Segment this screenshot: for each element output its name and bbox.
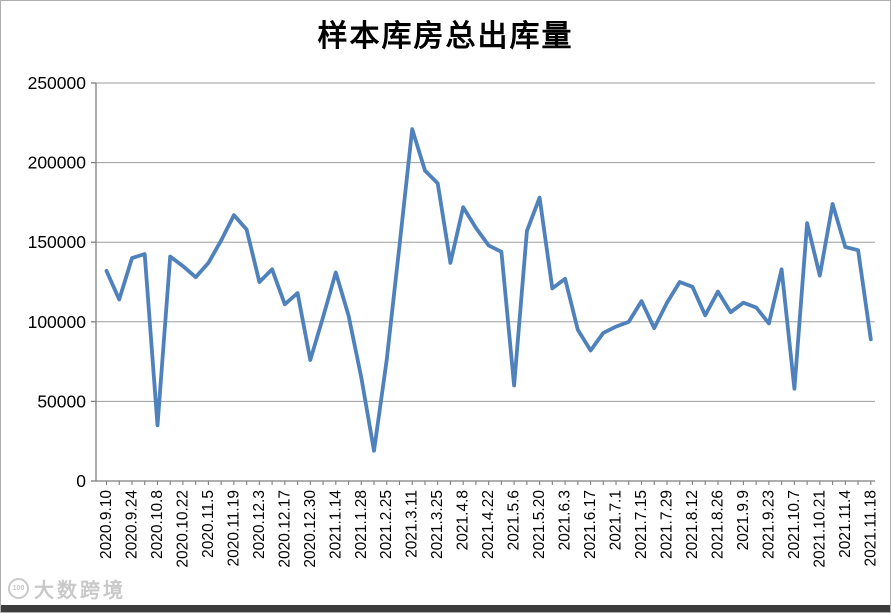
y-tick-label: 100000 — [28, 312, 87, 332]
axes — [95, 83, 875, 482]
x-tick-label: 2021.6.17 — [582, 490, 599, 559]
x-tick-label: 2021.3.11 — [404, 490, 421, 558]
x-tick-label: 2020.10.8 — [149, 490, 166, 559]
x-tick-label: 2021.7.1 — [608, 490, 625, 550]
y-tick-label: 200000 — [28, 153, 87, 173]
y-tick-label: 0 — [76, 471, 86, 491]
y-tick-label: 150000 — [28, 232, 87, 252]
x-tick-label: 2021.7.29 — [658, 490, 675, 559]
x-tick-label: 2021.8.12 — [684, 490, 701, 559]
x-tick-label: 2020.12.17 — [276, 490, 293, 568]
x-tick-label: 2021.11.4 — [837, 490, 854, 558]
x-tick-label: 2021.8.26 — [709, 490, 726, 559]
x-tick-label: 2020.10.22 — [174, 490, 191, 568]
y-tick-label: 50000 — [37, 391, 86, 411]
x-tick-label: 2020.12.30 — [302, 490, 319, 568]
x-tick-label: 2020.9.10 — [98, 490, 115, 559]
x-tick-label: 2021.2.25 — [378, 490, 395, 559]
x-tick-label: 2021.9.9 — [735, 490, 752, 550]
watermark: 100 大数跨境 — [8, 574, 126, 603]
x-tick-label: 2020.11.19 — [225, 490, 242, 566]
x-tick-label: 2021.4.8 — [455, 490, 472, 550]
x-tick-label: 2021.1.14 — [327, 490, 344, 559]
watermark-text: 大数跨境 — [34, 580, 126, 602]
x-axis-labels: 2020.9.10 2020.9.24 2020.10.8 2020.10.22 202… — [98, 481, 879, 568]
x-tick-label: 2020.12.3 — [251, 490, 268, 559]
y-axis-labels: 0 50000 100000 150000 200000 250000 — [28, 73, 96, 491]
x-tick-label: 2021.10.21 — [811, 490, 828, 568]
watermark-logo-icon: 100 — [8, 578, 29, 599]
x-tick-label: 2021.4.22 — [480, 490, 497, 559]
x-tick-label: 2021.11.18 — [862, 490, 879, 566]
chart-title: 样本库房总出库量 — [317, 20, 574, 53]
x-tick-label: 2020.11.5 — [200, 490, 217, 558]
x-tick-label: 2020.9.24 — [123, 490, 140, 559]
x-tick-label: 2021.5.20 — [531, 490, 548, 559]
series-line — [104, 127, 873, 453]
x-tick-label: 2021.1.28 — [353, 490, 370, 559]
y-tick-label: 250000 — [28, 73, 87, 93]
x-tick-label: 2021.7.15 — [633, 490, 650, 559]
x-tick-label: 2021.3.25 — [429, 490, 446, 559]
bottom-bar — [1, 605, 890, 612]
x-tick-label: 2021.6.3 — [557, 490, 574, 550]
x-tick-label: 2021.10.7 — [786, 490, 803, 559]
x-tick-label: 2021.5.6 — [506, 490, 523, 550]
x-tick-label: 2021.9.23 — [760, 490, 777, 559]
